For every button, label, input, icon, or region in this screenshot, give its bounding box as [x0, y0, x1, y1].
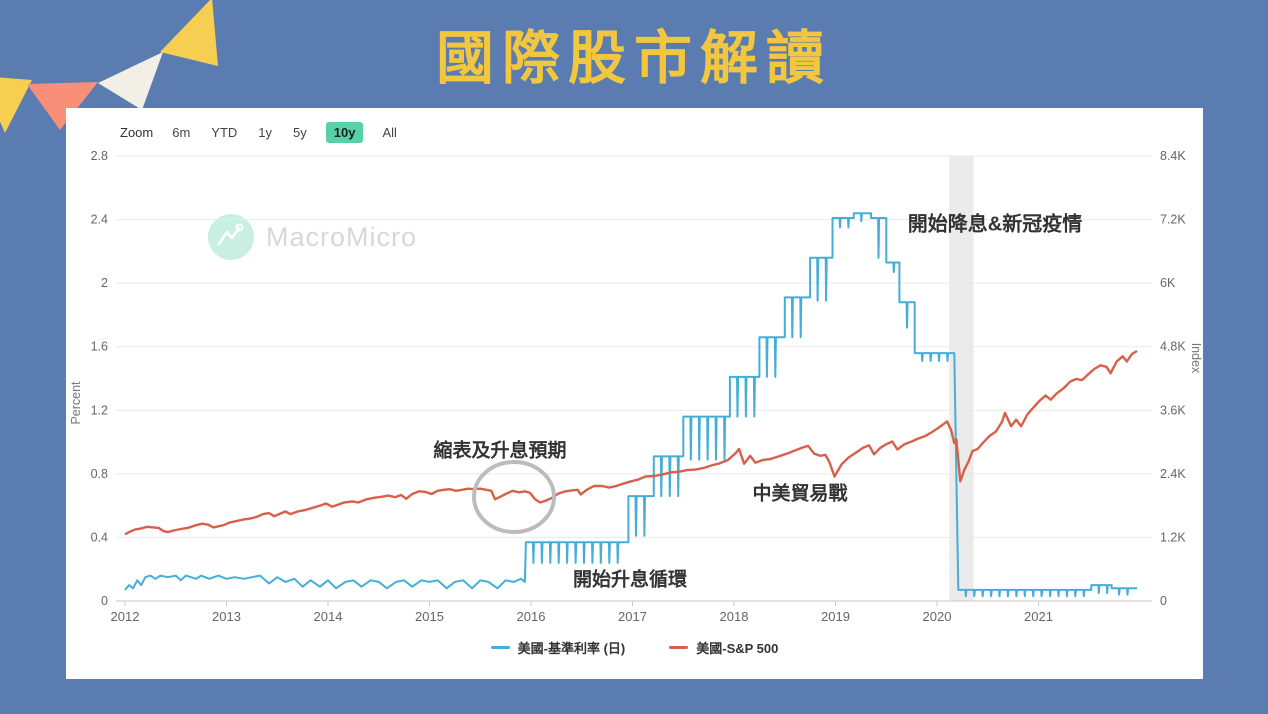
range-button-6m[interactable]: 6m: [172, 125, 191, 140]
series-sp500-line: [124, 349, 1138, 536]
x-axis-year-label: 2014: [314, 609, 343, 624]
legend-label-sp500: 美國-S&P 500: [696, 641, 779, 656]
left-axis-title: Percent: [69, 381, 83, 425]
right-axis-tick-label: 1.2K: [1160, 530, 1186, 544]
x-axis-year-label: 2013: [212, 609, 241, 624]
legend-dash-red: [669, 646, 689, 649]
range-button-1y[interactable]: 1y: [258, 125, 273, 140]
page-title: 國際股市解讀: [435, 26, 832, 91]
right-axis-tick-label: 0: [1160, 594, 1167, 608]
bunting-flag-yellow-left: [0, 77, 32, 133]
highlight-circle: [472, 460, 556, 534]
zoom-label: Zoom: [120, 125, 154, 140]
left-axis-tick-label: 2: [101, 276, 108, 290]
right-axis-tick-label: 7.2K: [1160, 213, 1186, 227]
x-axis-year-label: 2017: [618, 609, 647, 624]
series-base-rate-line: [124, 212, 1137, 598]
recession-band: [949, 156, 974, 601]
left-axis-tick-label: 2.4: [91, 213, 108, 227]
x-axis-year-label: 2018: [720, 609, 749, 624]
x-axis-year-label: 2015: [415, 609, 444, 624]
bunting-flag-salmon: [27, 82, 98, 130]
left-axis-tick-label: 1.2: [91, 403, 108, 417]
left-axis-tick-label: 2.8: [91, 149, 108, 163]
chart-legend: 美國-基準利率 (日) 美國-S&P 500: [66, 638, 1203, 657]
legend-item-sp500[interactable]: 美國-S&P 500: [669, 638, 778, 657]
bunting-decoration: [0, 0, 218, 133]
x-axis-year-label: 2021: [1024, 609, 1053, 624]
chart-plot-area[interactable]: 2.8 8.4K 2.4 7.2K 2 6K 1.6 4.8K 1.2 3.6K 0.8 2.4K 0.…: [66, 108, 1203, 679]
chart-card: MacroMicro 2.8 8.4K 2.4 7.2K 2 6K 1.6 4.8K 1.2 3.…: [66, 108, 1203, 679]
right-axis-tick-label: 4.8K: [1160, 340, 1186, 354]
range-button-5y[interactable]: 5y: [293, 125, 307, 140]
legend-dash-blue: [490, 646, 510, 649]
left-axis-tick-label: 1.6: [91, 340, 108, 354]
legend-label-base-rate: 美國-基準利率 (日): [517, 641, 626, 656]
bunting-flag-cream: [98, 52, 163, 110]
right-axis-tick-label: 8.4K: [1160, 149, 1186, 163]
range-button-10y-active[interactable]: 10y: [325, 122, 364, 143]
zoom-toolbar: Zoom 6m YTD 1y 5y 10y All: [120, 122, 399, 143]
x-axis-year-label: 2016: [517, 609, 546, 624]
x-axis-year-label: 2012: [111, 609, 140, 624]
legend-item-base-rate[interactable]: 美國-基準利率 (日): [490, 638, 626, 657]
bunting-flag-yellow-top: [160, 0, 218, 66]
left-axis-tick-label: 0.8: [91, 467, 108, 481]
right-axis-tick-label: 6K: [1160, 276, 1176, 290]
left-axis-tick-label: 0: [101, 594, 108, 608]
right-axis-title: Index: [1189, 343, 1203, 374]
x-axis-year-label: 2019: [821, 609, 850, 624]
range-button-ytd[interactable]: YTD: [211, 125, 238, 140]
range-button-all[interactable]: All: [382, 125, 397, 140]
left-axis-tick-label: 0.4: [91, 530, 108, 544]
right-axis-tick-label: 3.6K: [1160, 403, 1186, 417]
x-axis-year-label: 2020: [923, 609, 952, 624]
right-axis-tick-label: 2.4K: [1160, 467, 1186, 481]
